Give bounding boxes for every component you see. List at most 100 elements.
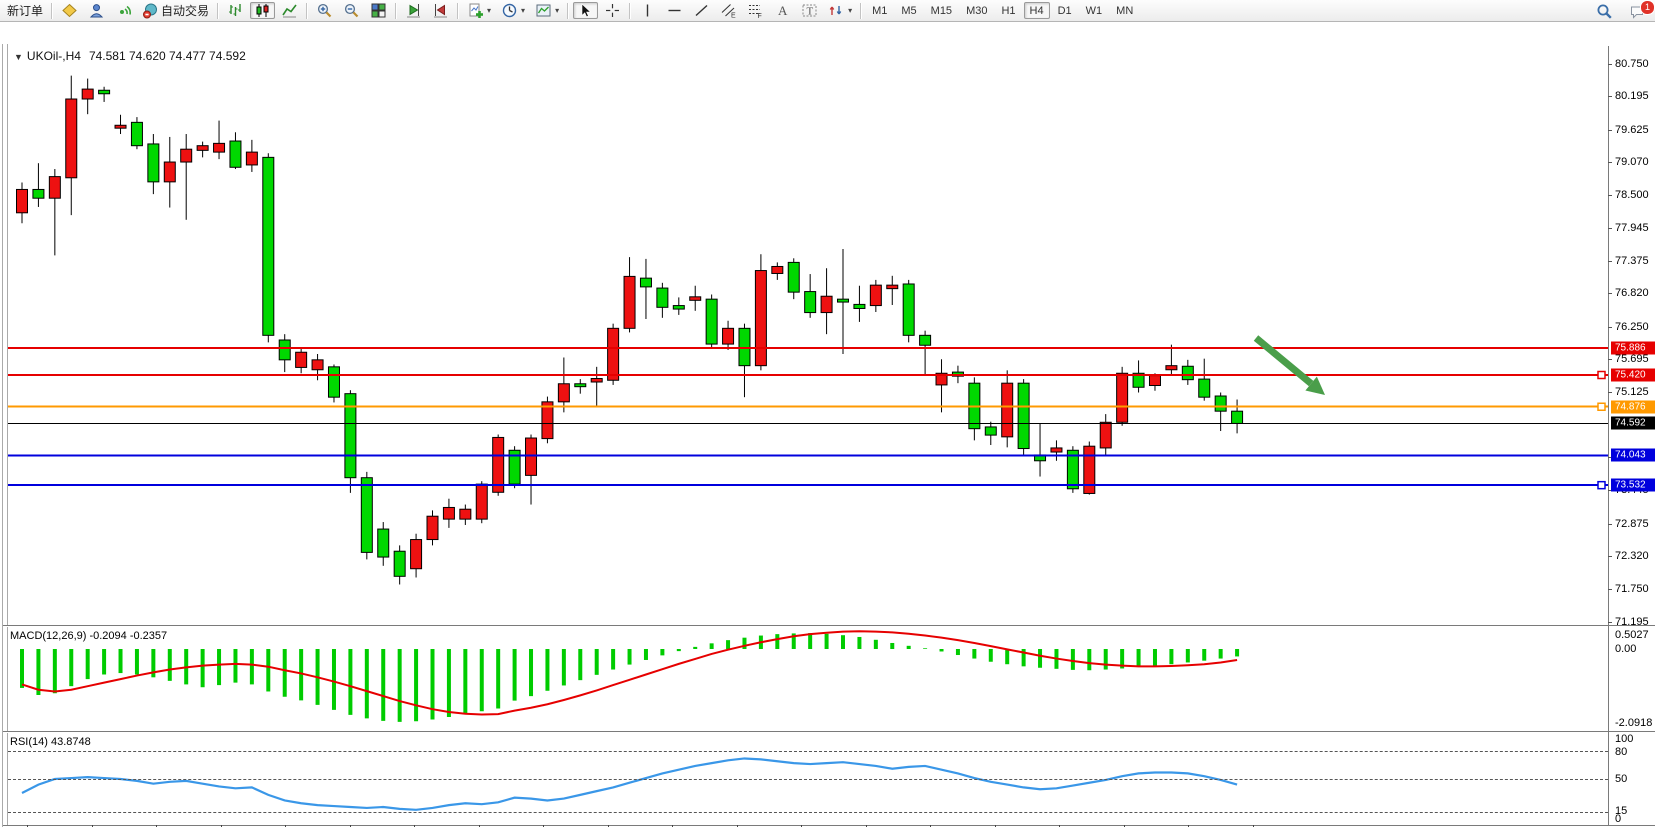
line-handle[interactable] [1597, 370, 1606, 380]
dropdown-arrow-icon[interactable]: ▾ [487, 6, 492, 15]
candle-bullish [196, 145, 209, 151]
crosshair-button[interactable] [600, 2, 625, 19]
trendline-button[interactable] [689, 2, 714, 19]
tile-windows-button[interactable] [366, 2, 391, 19]
bar-chart-icon [227, 2, 244, 19]
candle-bearish [1066, 449, 1079, 490]
autotrade-button[interactable]: 自动交易 [138, 2, 213, 19]
tf-m1-button-label: M1 [872, 4, 888, 17]
axis-tick [1608, 326, 1612, 328]
signals-button[interactable] [111, 2, 136, 19]
time-axis-tick [1059, 825, 1060, 827]
tf-w1-button[interactable]: W1 [1080, 2, 1109, 19]
text-label-icon: T [801, 2, 818, 19]
channel-button[interactable]: E [716, 2, 741, 19]
candle-bullish [820, 295, 833, 314]
price-tick-label: 71.750 [1615, 583, 1649, 596]
tf-m1-button[interactable]: M1 [866, 2, 893, 19]
text-label-button[interactable]: T [797, 2, 822, 19]
line-handle[interactable] [1597, 480, 1606, 490]
tf-m30-button[interactable]: M30 [960, 2, 993, 19]
vline-button[interactable] [635, 2, 660, 19]
line-handle[interactable] [1597, 402, 1606, 411]
price-tag-73.532: 73.532 [1611, 478, 1655, 492]
rsi-axis-label: 80 [1615, 746, 1628, 758]
candlestick-button[interactable] [250, 2, 276, 19]
cursor-icon [577, 2, 594, 19]
candle-bullish [869, 284, 882, 307]
tf-m15-button[interactable]: M15 [925, 2, 958, 19]
new-order-button[interactable]: 新订单 [3, 2, 47, 19]
periods-button[interactable]: ▾ [497, 2, 529, 19]
dropdown-arrow-icon[interactable]: ▾ [555, 6, 560, 15]
price-tick-label: 75.125 [1615, 386, 1649, 399]
rsi-line [21, 757, 1238, 811]
tile-windows-icon [370, 2, 387, 19]
main-toolbar: 新订单 自动交易 ▾ ▾ ▾ E F A T ▾ M1 M5 M15 M30 H1 H4 D1 W1 MN [0, 0, 1655, 22]
svg-text:T: T [807, 6, 814, 18]
arrows-button[interactable]: ▾ [824, 2, 856, 19]
candlestick-icon [254, 2, 271, 19]
toolbar-group [222, 0, 303, 22]
rsi-axis-label: 100 [1615, 733, 1634, 745]
pane-separator-rsi[interactable] [3, 731, 1655, 733]
candle-bearish [1198, 378, 1211, 398]
tf-h4-button[interactable]: H4 [1023, 2, 1050, 19]
tf-h4-button-label: H4 [1029, 4, 1044, 17]
chart-ohlc-values: 74.581 74.620 74.477 74.592 [88, 49, 246, 63]
bar-chart-button[interactable] [223, 2, 248, 19]
annotation-arrow-line[interactable] [1253, 335, 1314, 387]
tf-h1-button[interactable]: H1 [995, 2, 1021, 19]
candle-bullish [1050, 447, 1063, 453]
candle-bullish [114, 124, 127, 129]
toolbar-group [311, 0, 392, 22]
toolbar-group [400, 0, 454, 22]
notifications-button[interactable]: 1 [1625, 0, 1655, 20]
price-tag-74.876: 74.876 [1611, 400, 1655, 414]
macd-signal-line [21, 630, 1238, 716]
candle-bearish [1181, 365, 1194, 381]
zoom-out-button[interactable] [339, 2, 364, 19]
zoom-in-button[interactable] [312, 2, 337, 19]
candle-bearish [968, 382, 981, 430]
candle-bullish [81, 88, 94, 100]
candle-bullish [311, 359, 324, 371]
templates-button[interactable]: ▾ [531, 2, 563, 19]
candle-bearish [984, 426, 997, 436]
pane-separator-macd[interactable] [3, 625, 1655, 627]
auto-scroll-button[interactable] [401, 2, 426, 19]
window-left-border [2, 44, 3, 827]
line-chart-icon [281, 2, 298, 19]
time-axis-tick [350, 825, 351, 827]
chart-shift-button[interactable] [428, 2, 453, 19]
chart-window: ▼ UKOil-,H4 74.581 74.620 74.477 74.592 MA… [0, 22, 1655, 827]
price-tag-74.592: 74.592 [1611, 416, 1655, 430]
data-window-button[interactable] [84, 2, 109, 19]
text-button[interactable]: A [770, 2, 795, 19]
fibonacci-button[interactable]: F [743, 2, 768, 19]
hline-button[interactable] [662, 2, 687, 19]
indicators-button[interactable]: ▾ [463, 2, 495, 19]
search-button[interactable] [1592, 3, 1617, 20]
chart-title: ▼ UKOil-,H4 74.581 74.620 74.477 74.592 [14, 49, 246, 63]
price-tick-label: 77.945 [1615, 221, 1649, 234]
tf-mn-button[interactable]: MN [1110, 2, 1139, 19]
candle-bullish [180, 148, 193, 163]
time-axis-tick [543, 825, 544, 827]
toolbar-group: E F A T ▾ [634, 0, 857, 22]
tf-m5-button[interactable]: M5 [895, 2, 922, 19]
candle-bearish [1132, 372, 1145, 388]
signals-icon [115, 2, 132, 19]
line-chart-button[interactable] [277, 2, 302, 19]
tf-m5-button-label: M5 [901, 4, 917, 17]
annotation-arrow-head[interactable] [1305, 376, 1325, 395]
dropdown-arrow-icon[interactable]: ▾ [521, 6, 526, 15]
cursor-button[interactable] [573, 2, 599, 19]
dropdown-arrow-icon[interactable]: ▾ [848, 6, 853, 15]
auto-scroll-icon [405, 2, 422, 19]
chart-collapse-icon[interactable]: ▼ [14, 52, 23, 62]
time-axis-tick [930, 825, 931, 827]
navigator-button[interactable] [57, 2, 82, 19]
tf-d1-button[interactable]: D1 [1052, 2, 1078, 19]
